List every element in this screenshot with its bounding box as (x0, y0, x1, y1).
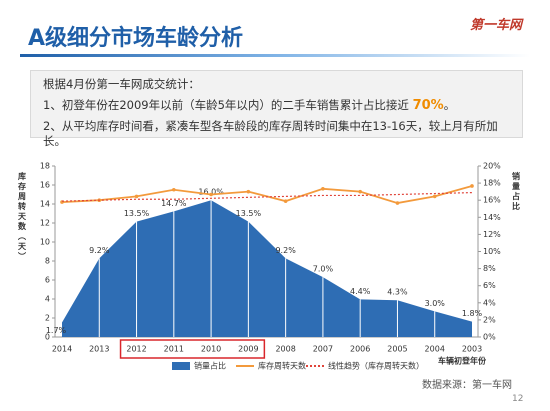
y2-tick-label: 6% (483, 281, 496, 290)
x-tick-label: 2008 (275, 345, 295, 354)
data-label: 7.0% (313, 265, 334, 274)
x-tick-label: 2010 (201, 345, 221, 354)
title: A级细分市场车龄分析 (28, 26, 244, 51)
point (432, 194, 437, 199)
y-tick-label: 0 (45, 333, 50, 342)
legend-label: 库存周转天数 (258, 361, 306, 371)
note-text: 。 (443, 98, 456, 112)
y-tick-label: 2 (45, 314, 50, 323)
x-tick-label: 2011 (164, 345, 184, 354)
y2-tick-label: 16% (483, 196, 501, 205)
y2-axis-label: 销量占比 (512, 171, 521, 212)
point (172, 187, 176, 192)
point (283, 199, 288, 203)
x-tick-label: 2009 (238, 345, 258, 354)
y-tick-label: 12 (40, 219, 50, 228)
note: 2、从平均库存时间看，紧凑车型各车龄段的库存周转时间集中在13-16天，较上月有… (43, 119, 498, 148)
y2-tick-label: 2% (483, 315, 496, 324)
x-tick-label: 2005 (387, 345, 407, 354)
point (209, 192, 213, 197)
y2-tick-label: 0% (483, 333, 496, 342)
y-axis-label: 库存周转天数（天） (17, 171, 27, 262)
point (470, 184, 474, 188)
y-tick-label: 4 (45, 295, 50, 304)
x-tick-label: 2007 (313, 345, 333, 354)
point (395, 201, 400, 205)
y2-tick-label: 20% (483, 162, 501, 171)
legend-label: 销量占比 (194, 361, 226, 371)
title-rule (20, 54, 530, 57)
highlight: 70% (412, 98, 444, 113)
data-label: 1.8% (462, 309, 483, 318)
point (246, 189, 251, 194)
data-label: 14.7% (161, 199, 187, 208)
x-axis-label: 车辆初登年份 (438, 356, 487, 366)
data-label: 16.0% (198, 188, 224, 197)
y2-tick-label: 10% (483, 247, 501, 256)
y-tick-label: 6 (45, 276, 50, 285)
logo: 第一车网 (469, 18, 522, 33)
data-label: 4.3% (387, 288, 408, 297)
y2-tick-label: 4% (483, 298, 496, 307)
x-tick-label: 2006 (350, 345, 370, 354)
data-label: 13.5% (236, 209, 262, 218)
note-text: 1、初登年份在2009年以前（车龄5年以内）的二手车销售累计占比接近 (43, 98, 413, 112)
data-label: 9.2% (89, 246, 110, 255)
x-tick-label: 2004 (425, 345, 445, 354)
data-label: 9.2% (275, 246, 296, 255)
x-tick-label: 2014 (52, 345, 72, 354)
y2-tick-label: 18% (483, 179, 501, 188)
page-number: 12 (512, 394, 524, 404)
source: 数据来源：第一车网 (422, 380, 512, 391)
y-tick-label: 8 (45, 257, 50, 266)
data-label: 1.7% (46, 326, 67, 335)
point (134, 194, 139, 199)
note: 根据4月份第一车网成交统计： (43, 77, 200, 91)
point (358, 189, 362, 194)
y-tick-label: 14 (40, 200, 50, 209)
y2-tick-label: 8% (483, 264, 496, 273)
data-label: 3.0% (425, 299, 446, 308)
data-label: 4.4% (350, 287, 371, 296)
x-tick-label: 2003 (462, 345, 482, 354)
highlight-box (119, 339, 266, 359)
note: 1、初登年份在2009年以前（车龄5年以内）的二手车销售累计占比接近 70%。 (43, 98, 510, 113)
y-tick-label: 10 (40, 238, 50, 247)
legend-swatch (172, 362, 190, 370)
y2-tick-label: 14% (483, 213, 501, 222)
x-tick-label: 2012 (126, 345, 146, 354)
y-tick-label: 18 (40, 162, 50, 171)
y-tick-label: 16 (40, 181, 50, 190)
notes: 根据4月份第一车网成交统计： 1、初登年份在2009年以前（车龄5年以内）的二手… (30, 70, 523, 148)
y2-tick-label: 12% (483, 230, 501, 239)
data-label: 13.5% (124, 209, 150, 218)
point (321, 187, 325, 191)
area (62, 200, 472, 337)
trend-line (61, 192, 473, 202)
x-tick-label: 2013 (89, 345, 109, 354)
legend-label: 线性趋势（库存周转天数） (328, 361, 424, 371)
